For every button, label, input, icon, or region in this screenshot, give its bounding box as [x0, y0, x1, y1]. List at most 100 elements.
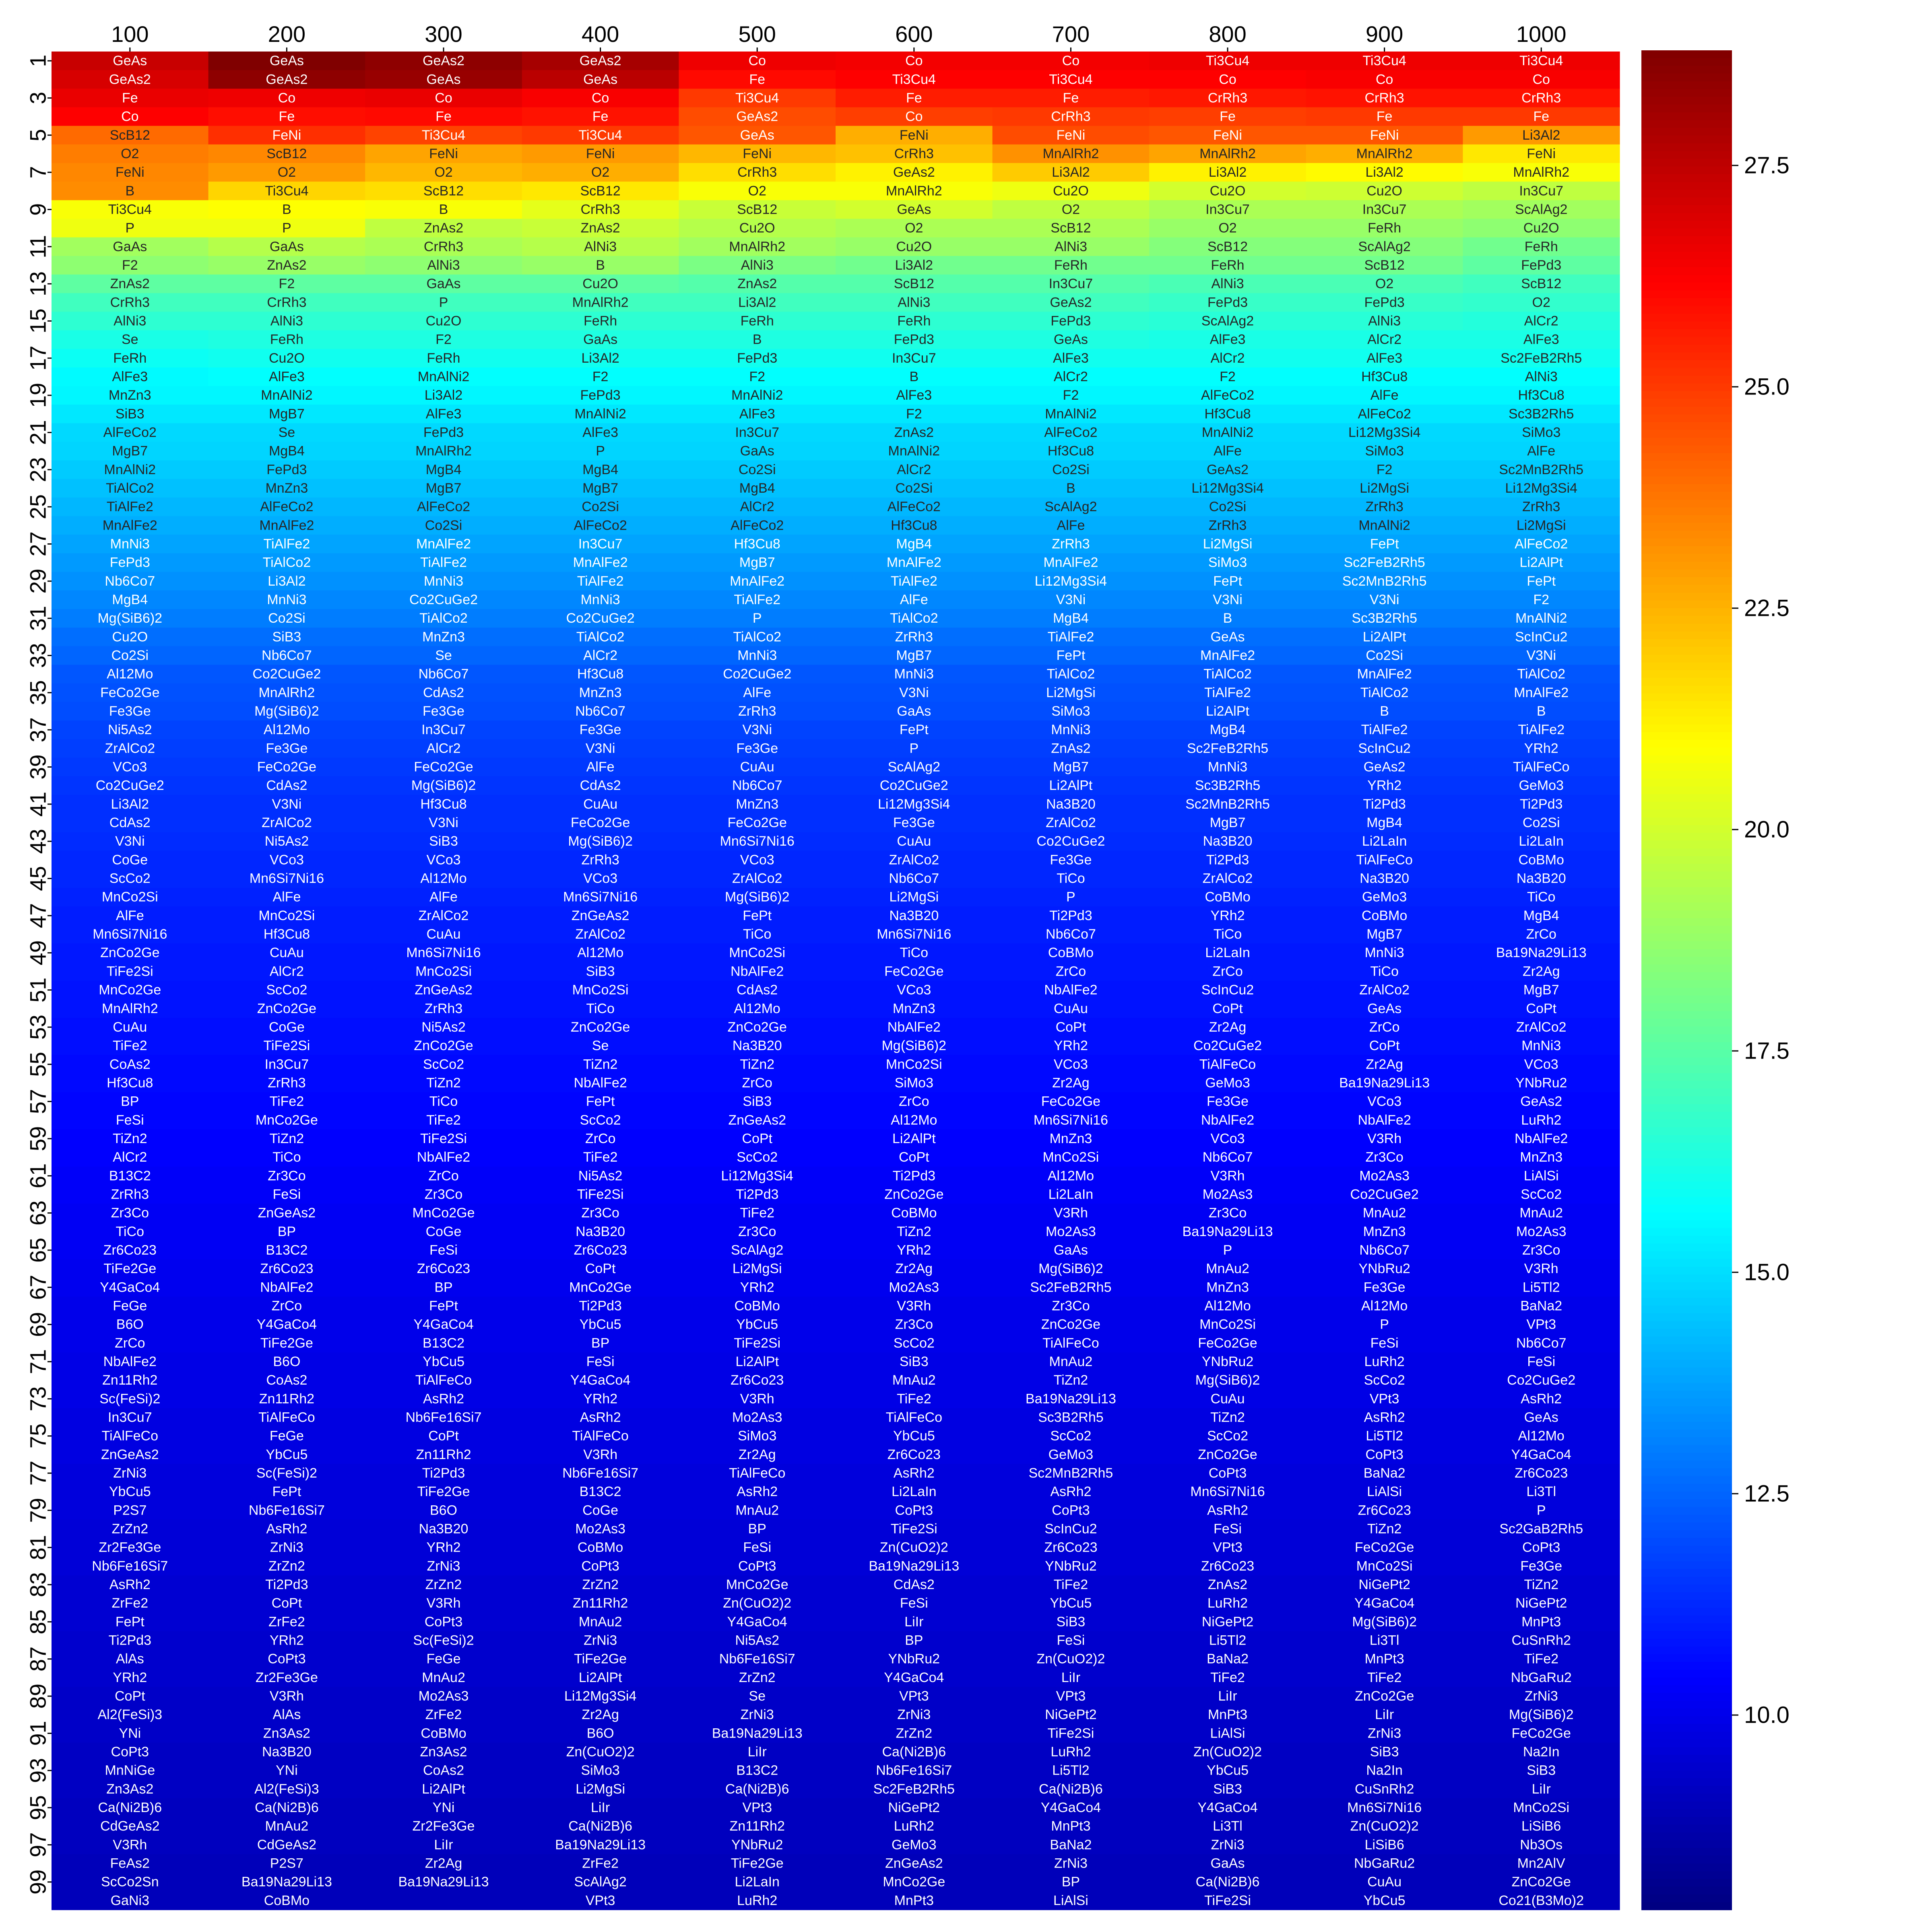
colorbar-segment [1641, 910, 1732, 919]
cell-label: AlCr2 [1367, 332, 1402, 347]
heatmap-cell [679, 367, 836, 386]
heatmap-cell [365, 758, 522, 777]
cell-label: CoAs2 [266, 1373, 307, 1388]
heatmap-cell [1306, 367, 1463, 386]
colorbar-segment [1641, 600, 1732, 609]
heatmap-cell [365, 683, 522, 702]
cell-label: CrRh3 [110, 295, 150, 310]
y-tick-label: 89 [25, 1684, 51, 1709]
cell-label: AlFeCo2 [1515, 537, 1568, 552]
heatmap-cell [992, 312, 1150, 331]
cell-label: AlFe [586, 760, 615, 775]
cell-label: SiB3 [1056, 1614, 1085, 1629]
cell-label: ScAlAg2 [1201, 313, 1254, 328]
cell-label: MnAu2 [1049, 1354, 1093, 1369]
heatmap-cell [208, 1371, 365, 1390]
cell-label: Li2AlPt [1519, 555, 1563, 570]
cell-label: Ti3Cu4 [1362, 53, 1406, 68]
heatmap-cell [1149, 312, 1307, 331]
heatmap-cell [1306, 962, 1463, 981]
cell-label: GeAs [270, 53, 304, 68]
cell-label: Mg(SiB6)2 [1195, 1373, 1260, 1388]
heatmap-cell [365, 367, 522, 386]
cell-label: TiAlFe2 [420, 555, 467, 570]
heatmap-cell [1149, 1854, 1307, 1873]
colorbar-segment [1641, 1840, 1732, 1848]
cell-label: P [1066, 890, 1075, 905]
cell-label: Mn6Si7Ni16 [720, 834, 795, 849]
heatmap-cell [208, 572, 365, 591]
heatmap-cell [365, 1036, 522, 1055]
heatmap-cell [52, 1408, 209, 1427]
cell-label: Co [278, 90, 295, 105]
colorbar-segment [1641, 1298, 1732, 1306]
heatmap-cell [208, 1854, 365, 1873]
cell-label: V3Rh [270, 1688, 304, 1704]
colorbar-tick-label: 20.0 [1744, 817, 1790, 843]
heatmap-cell [365, 980, 522, 1000]
cell-label: Zr6Co23 [1201, 1558, 1254, 1574]
y-tick-label: 7 [25, 166, 51, 179]
heatmap-cell [208, 943, 365, 962]
heatmap-cell [208, 1018, 365, 1037]
cell-label: Li2LaIn [1362, 834, 1407, 849]
cell-label: Co [1219, 72, 1236, 87]
cell-label: AsRh2 [1207, 1503, 1248, 1518]
colorbar-segment [1641, 647, 1732, 655]
heatmap-cell [1149, 1519, 1307, 1539]
heatmap-cell [679, 925, 836, 944]
heatmap-cell [836, 1556, 993, 1576]
colorbar-segment [1641, 252, 1732, 260]
heatmap-cell [522, 962, 679, 981]
cell-label: Li12Mg3Si4 [1035, 574, 1107, 589]
heatmap-cell [679, 1371, 836, 1390]
heatmap-cell [365, 776, 522, 795]
cell-label: GeAs [1210, 629, 1245, 644]
heatmap-cell [836, 1501, 993, 1520]
cell-label: Sc2FeB2Rh5 [1344, 555, 1425, 570]
heatmap-cell [522, 980, 679, 1000]
colorbar-segment [1641, 1670, 1732, 1678]
cell-label: AlFe3 [582, 425, 618, 440]
heatmap-cell [679, 850, 836, 870]
cell-label: ZrFe2 [425, 1707, 462, 1722]
cell-label: Sc2MnB2Rh5 [1185, 797, 1270, 812]
cell-label: Zr2Fe3Ge [99, 1540, 161, 1555]
colorbar-segment [1641, 1569, 1732, 1577]
cell-label: Zr6Co23 [1515, 1466, 1568, 1481]
cell-label: O2 [121, 146, 139, 161]
colorbar-segment [1641, 469, 1732, 477]
heatmap-cell [836, 1278, 993, 1297]
cell-label: CrRh3 [1051, 109, 1090, 124]
cell-label: Co [1532, 72, 1550, 87]
cell-label: YRh2 [1524, 741, 1558, 756]
cell-label: Fe [592, 109, 609, 124]
heatmap-cell [522, 999, 679, 1018]
colorbar-segment [1641, 352, 1732, 361]
cell-label: GaAs [113, 239, 147, 254]
cell-label: YbCu5 [1050, 1596, 1092, 1611]
colorbar-segment [1641, 236, 1732, 245]
colorbar-segment [1641, 407, 1732, 415]
cell-label: Nb6Fe16Si7 [405, 1410, 481, 1425]
cell-label: AlFe3 [426, 406, 462, 421]
heatmap-cell [836, 1445, 993, 1464]
cell-label: Ti3Cu4 [265, 183, 308, 198]
heatmap-cell [992, 1631, 1150, 1650]
cell-label: ZrRh3 [581, 852, 619, 867]
heatmap-cell [992, 795, 1150, 814]
colorbar-segment [1641, 670, 1732, 679]
heatmap-cell [1149, 497, 1307, 516]
cell-label: ZrZn2 [582, 1577, 619, 1592]
cell-label: Mn6Si7Ni16 [250, 871, 324, 886]
cell-label: Zn(CuO2)2 [1036, 1651, 1105, 1667]
heatmap-cell [1149, 1779, 1307, 1799]
heatmap-cell [836, 1259, 993, 1278]
heatmap-cell [52, 1222, 209, 1241]
cell-label: B [439, 202, 448, 217]
cell-label: VPt3 [1056, 1688, 1086, 1704]
heatmap-cell [52, 535, 209, 554]
cell-label: ZrAlCo2 [1203, 871, 1253, 886]
cell-label: CdGeAs2 [100, 1818, 159, 1834]
cell-label: TiZn2 [740, 1057, 774, 1072]
